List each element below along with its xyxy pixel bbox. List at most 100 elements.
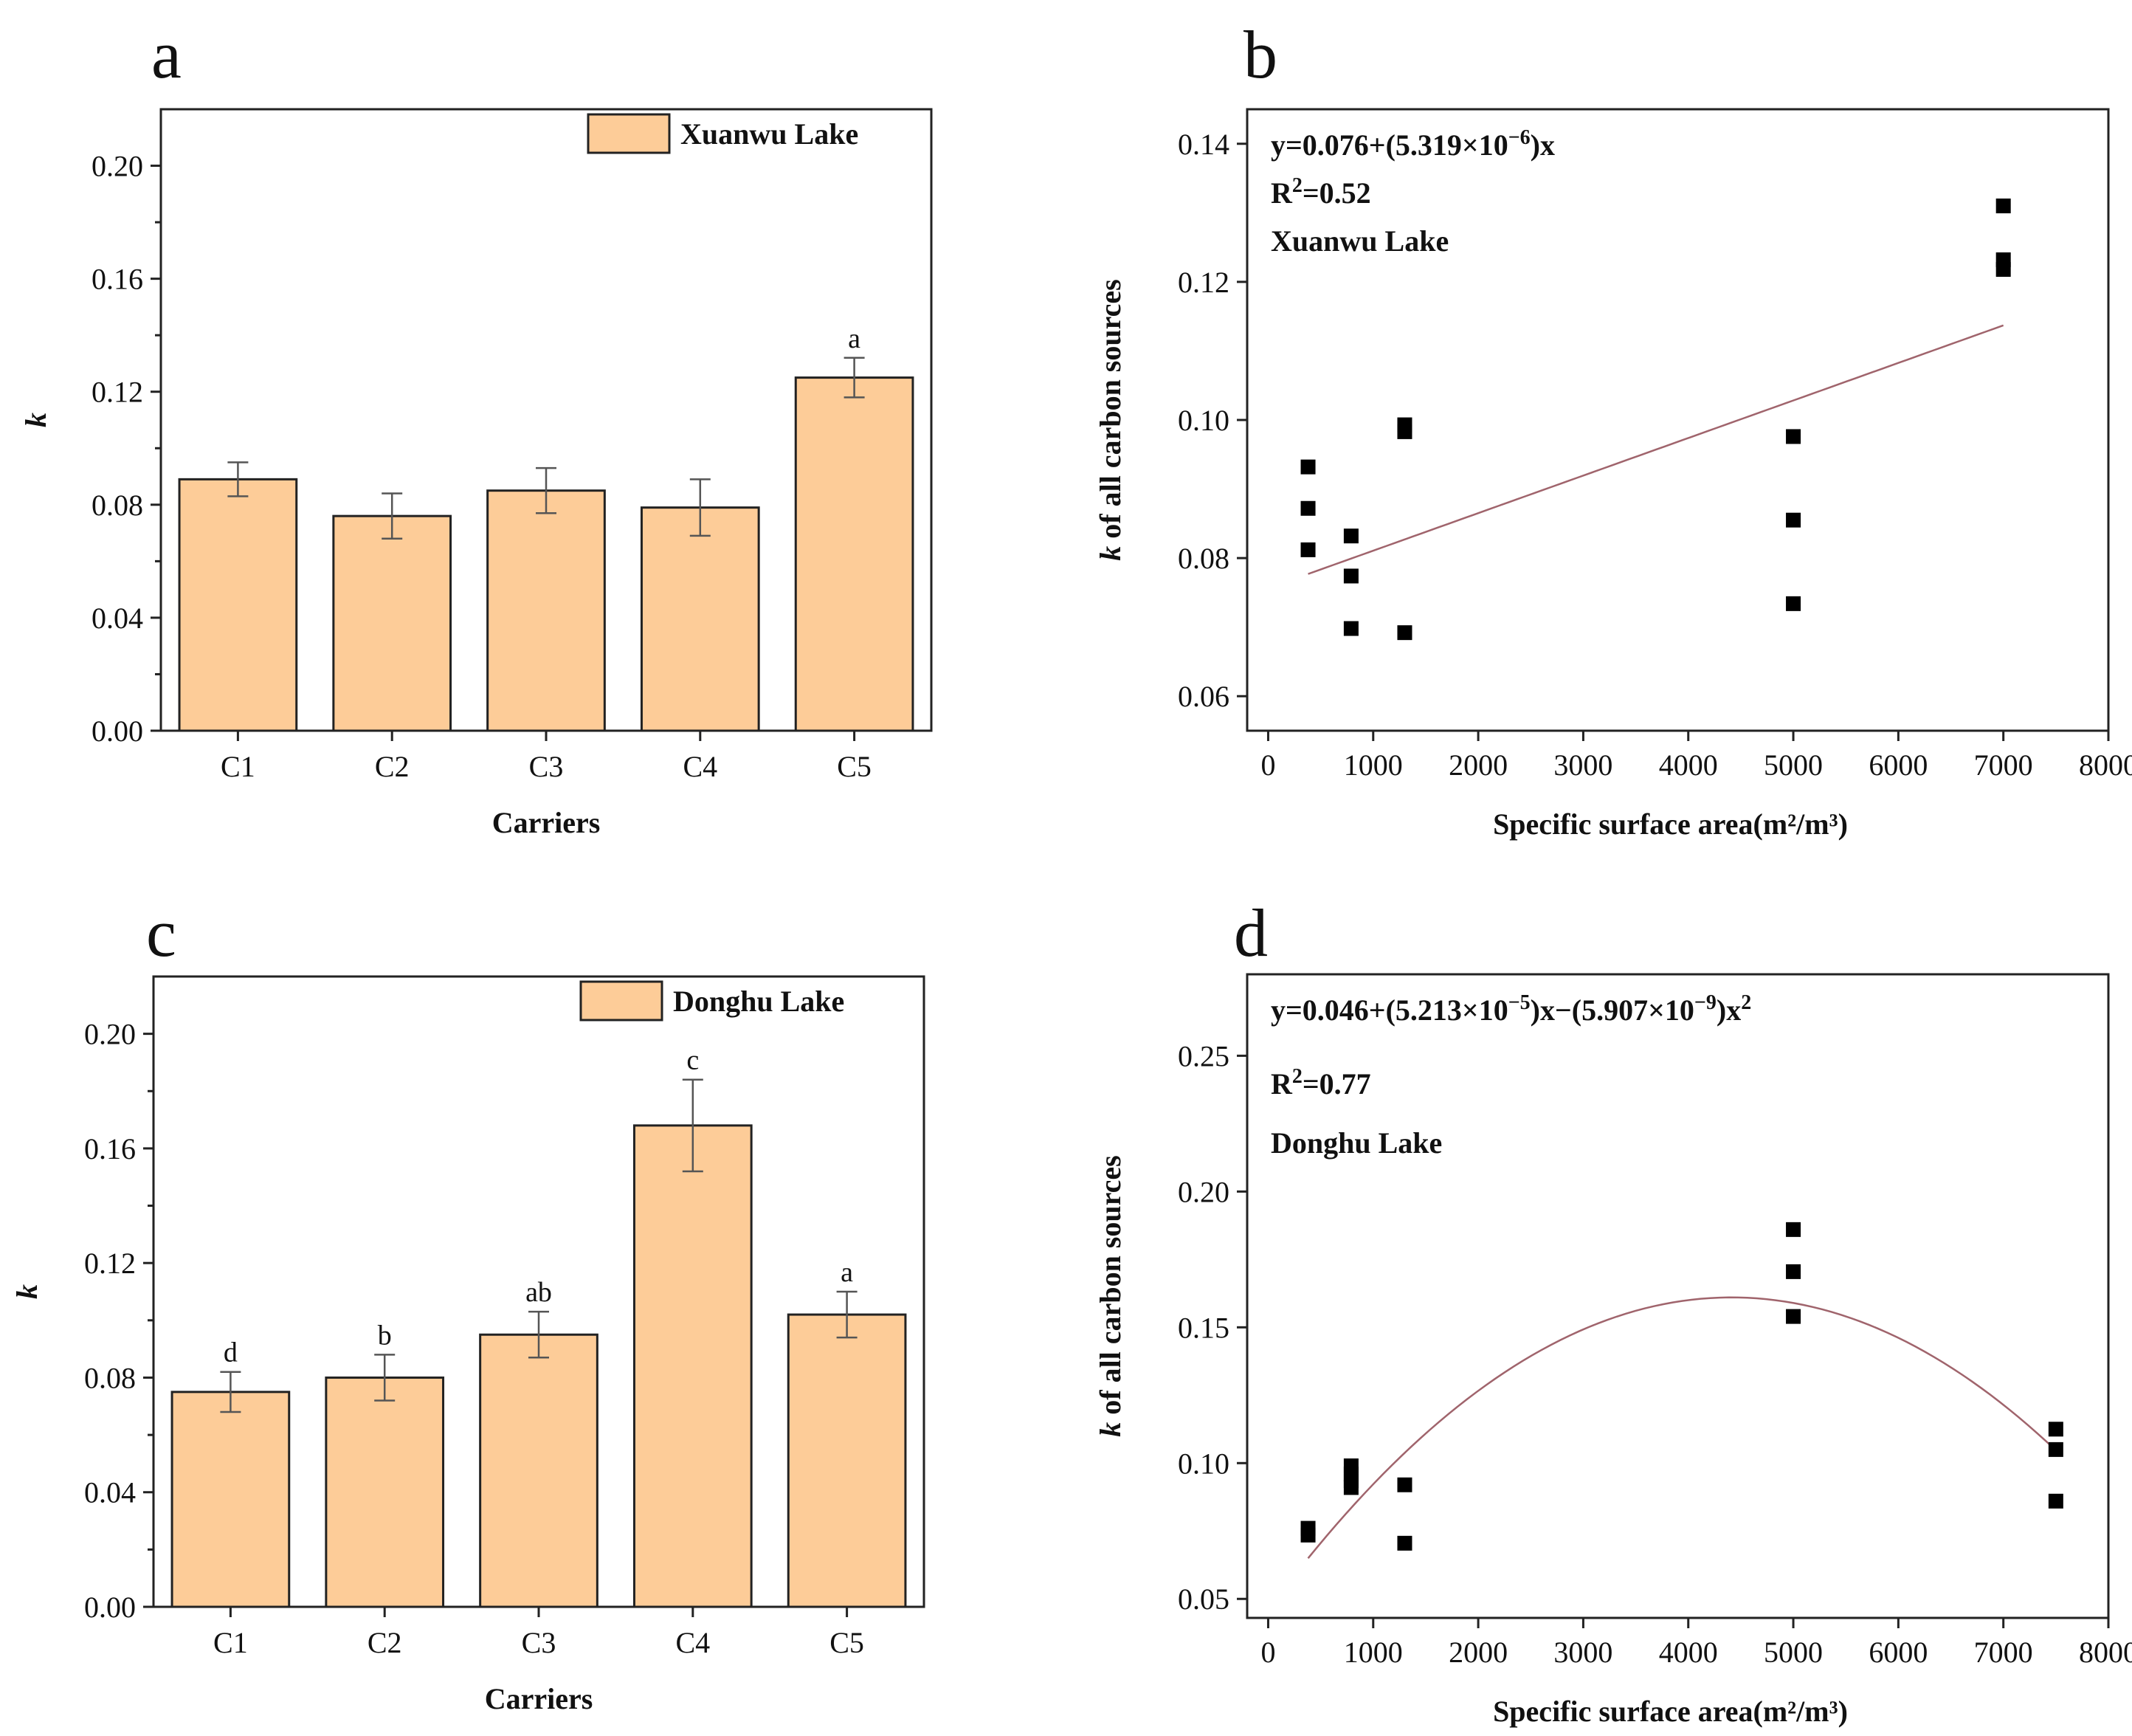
data-point [1995,262,2011,278]
plot-frame [159,108,933,732]
data-point [1397,424,1412,439]
y-tick-label: 0.16 [84,1132,136,1165]
x-tick-label: C1 [213,1626,248,1659]
x-tick-label: 7000 [1974,748,2033,782]
x-tick-label: 0 [1260,1636,1275,1669]
fit-equation: y=0.046+(5.213×10−5)x−(5.907×10−9)x2 [1271,991,1751,1027]
lake-label: Donghu Lake [1271,1126,1442,1160]
legend-swatch [579,980,663,1022]
panel-letter: c [146,895,176,971]
y-axis-title: k [19,413,52,427]
y-tick-label: 0.20 [92,150,143,183]
panel-d: d 0 1000 2000 3000 4000 5000 6000 7000 8000 0.05 0.… [1094,895,2132,1728]
y-axis-title: k [10,1284,44,1299]
data-point [1343,528,1359,544]
bar-c2 [332,514,452,732]
significance-letter: c [686,1045,699,1076]
data-point [1300,542,1316,557]
significance-letter: a [841,1257,853,1288]
x-tick-label: 6000 [1869,748,1928,782]
significance-letter: d [224,1337,238,1368]
panel-letter: b [1243,17,1277,92]
data-point [2048,1422,2063,1437]
y-tick-label: 0.06 [1178,680,1229,713]
y-tick-label: 0.12 [1178,266,1229,299]
r-squared: R2=0.52 [1271,174,1371,210]
bar-c4 [632,1124,753,1608]
lake-label: Xuanwu Lake [1271,224,1449,258]
panel-a: a C1 C2 C3 C4 a C5 0.00 0.04 0.08 0.12 0.16 0.20 Carr… [19,17,933,839]
panel-letter: a [151,17,182,92]
plot-frame [1246,108,2110,732]
data-point [1786,1309,1801,1324]
panel-c: c d C1 b C2 ab C3 c C4 a C5 0.00 0.04 0.08 0.12 0.16 0.2… [10,895,925,1715]
x-tick-label: C1 [221,750,255,783]
x-tick-label: C3 [522,1626,556,1659]
y-tick-label: 0.20 [1178,1175,1229,1208]
y-tick-label: 0.10 [1178,404,1229,437]
y-tick-label: 0.10 [1178,1447,1229,1480]
legend-label: Xuanwu Lake [680,117,858,151]
panel-letter: d [1234,895,1268,971]
y-tick-label: 0.12 [84,1247,136,1280]
x-tick-label: 1000 [1344,1636,1403,1669]
y-tick-label: 0.08 [84,1361,136,1394]
y-tick-label: 0.04 [84,1476,136,1509]
bar-c4 [640,506,760,732]
x-tick-label: 2000 [1449,1636,1508,1669]
legend-label: Donghu Lake [673,985,844,1018]
x-axis-title: Carriers [485,1682,593,1715]
data-point [1786,596,1801,611]
data-point [1300,1527,1316,1543]
data-point [2048,1493,2063,1509]
plot-frame [1246,973,2110,1619]
y-tick-label: 0.00 [92,714,143,748]
x-tick-label: 6000 [1869,1636,1928,1669]
data-point [1397,625,1412,641]
y-tick-label: 0.04 [92,602,143,635]
fit-equation: y=0.076+(5.319×10−6)x [1271,126,1555,162]
legend-swatch [587,113,671,154]
bar-c1 [170,1391,291,1608]
x-tick-label: 3000 [1553,1636,1612,1669]
data-point [1786,429,1801,444]
x-tick-label: C2 [368,1626,402,1659]
data-point [1397,1477,1412,1492]
x-tick-label: 3000 [1553,748,1612,782]
plot-frame [152,975,925,1608]
data-point [1397,1535,1412,1551]
x-axis-title: Specific surface area(m²/m³) [1493,807,1848,841]
data-point [1786,512,1801,528]
x-tick-label: 2000 [1449,748,1508,782]
x-tick-label: 8000 [2079,748,2132,782]
y-tick-label: 0.14 [1178,128,1229,161]
bar-c5 [787,1313,907,1608]
bar-c5 [794,376,914,732]
y-tick-label: 0.08 [92,489,143,522]
data-point [1343,621,1359,636]
x-tick-label: 5000 [1764,1636,1823,1669]
data-point [1343,568,1359,584]
fit-line [1308,324,2004,575]
y-tick-label: 0.08 [1178,542,1229,575]
significance-letter: a [848,323,860,354]
y-tick-label: 0.05 [1178,1582,1229,1616]
data-point [1300,500,1316,516]
x-tick-label: C2 [375,750,410,783]
x-tick-label: 4000 [1659,1636,1718,1669]
significance-letter: b [378,1320,392,1351]
data-point [1995,198,2011,213]
significance-letter: ab [525,1277,552,1308]
bar-c2 [325,1376,445,1608]
x-tick-label: 0 [1260,748,1275,782]
data-point [1343,1480,1359,1495]
data-point [1786,1264,1801,1279]
bar-c3 [479,1333,598,1608]
panel-b: b 0 1000 2000 3000 4000 5000 6000 7000 8000 0.06 0.… [1094,17,2132,841]
x-tick-label: C4 [683,750,717,783]
bar-c3 [486,489,606,732]
r-squared: R2=0.77 [1271,1065,1371,1101]
y-tick-label: 0.12 [92,376,143,409]
y-tick-label: 0.16 [92,263,143,296]
